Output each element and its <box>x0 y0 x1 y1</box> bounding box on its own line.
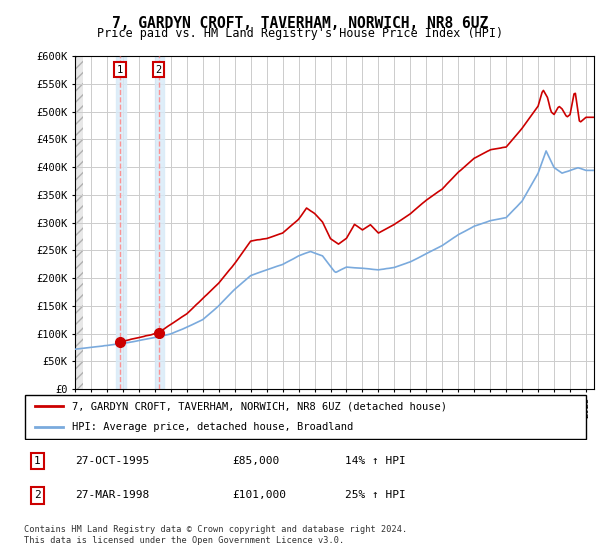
Text: 27-OCT-1995: 27-OCT-1995 <box>75 456 149 466</box>
Text: 25% ↑ HPI: 25% ↑ HPI <box>346 491 406 501</box>
Text: 1: 1 <box>117 65 123 75</box>
Text: 7, GARDYN CROFT, TAVERHAM, NORWICH, NR8 6UZ (detached house): 7, GARDYN CROFT, TAVERHAM, NORWICH, NR8 … <box>72 401 447 411</box>
Text: 27-MAR-1998: 27-MAR-1998 <box>75 491 149 501</box>
Text: 7, GARDYN CROFT, TAVERHAM, NORWICH, NR8 6UZ: 7, GARDYN CROFT, TAVERHAM, NORWICH, NR8 … <box>112 16 488 31</box>
Text: 2: 2 <box>34 491 41 501</box>
FancyBboxPatch shape <box>25 395 586 438</box>
Text: £85,000: £85,000 <box>233 456 280 466</box>
Text: 14% ↑ HPI: 14% ↑ HPI <box>346 456 406 466</box>
Text: 1: 1 <box>34 456 41 466</box>
Text: 2: 2 <box>155 65 162 75</box>
Text: Price paid vs. HM Land Registry's House Price Index (HPI): Price paid vs. HM Land Registry's House … <box>97 27 503 40</box>
Text: Contains HM Land Registry data © Crown copyright and database right 2024.
This d: Contains HM Land Registry data © Crown c… <box>24 525 407 545</box>
Bar <box>155 56 164 389</box>
Bar <box>75 56 83 389</box>
Bar <box>116 56 125 389</box>
Text: HPI: Average price, detached house, Broadland: HPI: Average price, detached house, Broa… <box>72 422 353 432</box>
Text: £101,000: £101,000 <box>233 491 287 501</box>
